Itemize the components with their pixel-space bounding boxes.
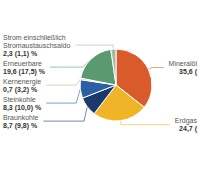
svg-text:Erdgas: Erdgas	[175, 117, 198, 125]
svg-text:2,3 (1,1) %: 2,3 (1,1) %	[3, 50, 38, 58]
svg-text:8,7 (9,8) %: 8,7 (9,8) %	[3, 122, 38, 130]
svg-text:Strom einschließlich: Strom einschließlich	[3, 34, 66, 41]
svg-text:Stromaustauschsaldo: Stromaustauschsaldo	[3, 42, 70, 49]
svg-text:8,3 (10,0) %: 8,3 (10,0) %	[3, 104, 42, 112]
svg-text:Mineralöl: Mineralöl	[169, 60, 198, 67]
svg-text:24,7 (: 24,7 (	[179, 125, 198, 133]
svg-text:Kernenergie: Kernenergie	[3, 78, 41, 86]
svg-text:Braunkohle: Braunkohle	[3, 114, 39, 121]
svg-text:Steinkohle: Steinkohle	[3, 96, 36, 103]
svg-text:Erneuerbare: Erneuerbare	[3, 60, 42, 67]
svg-text:19,6 (17,5) %: 19,6 (17,5) %	[3, 68, 46, 76]
svg-text:0,7 (3,2) %: 0,7 (3,2) %	[3, 86, 38, 94]
svg-text:35,6 (: 35,6 (	[179, 68, 198, 76]
